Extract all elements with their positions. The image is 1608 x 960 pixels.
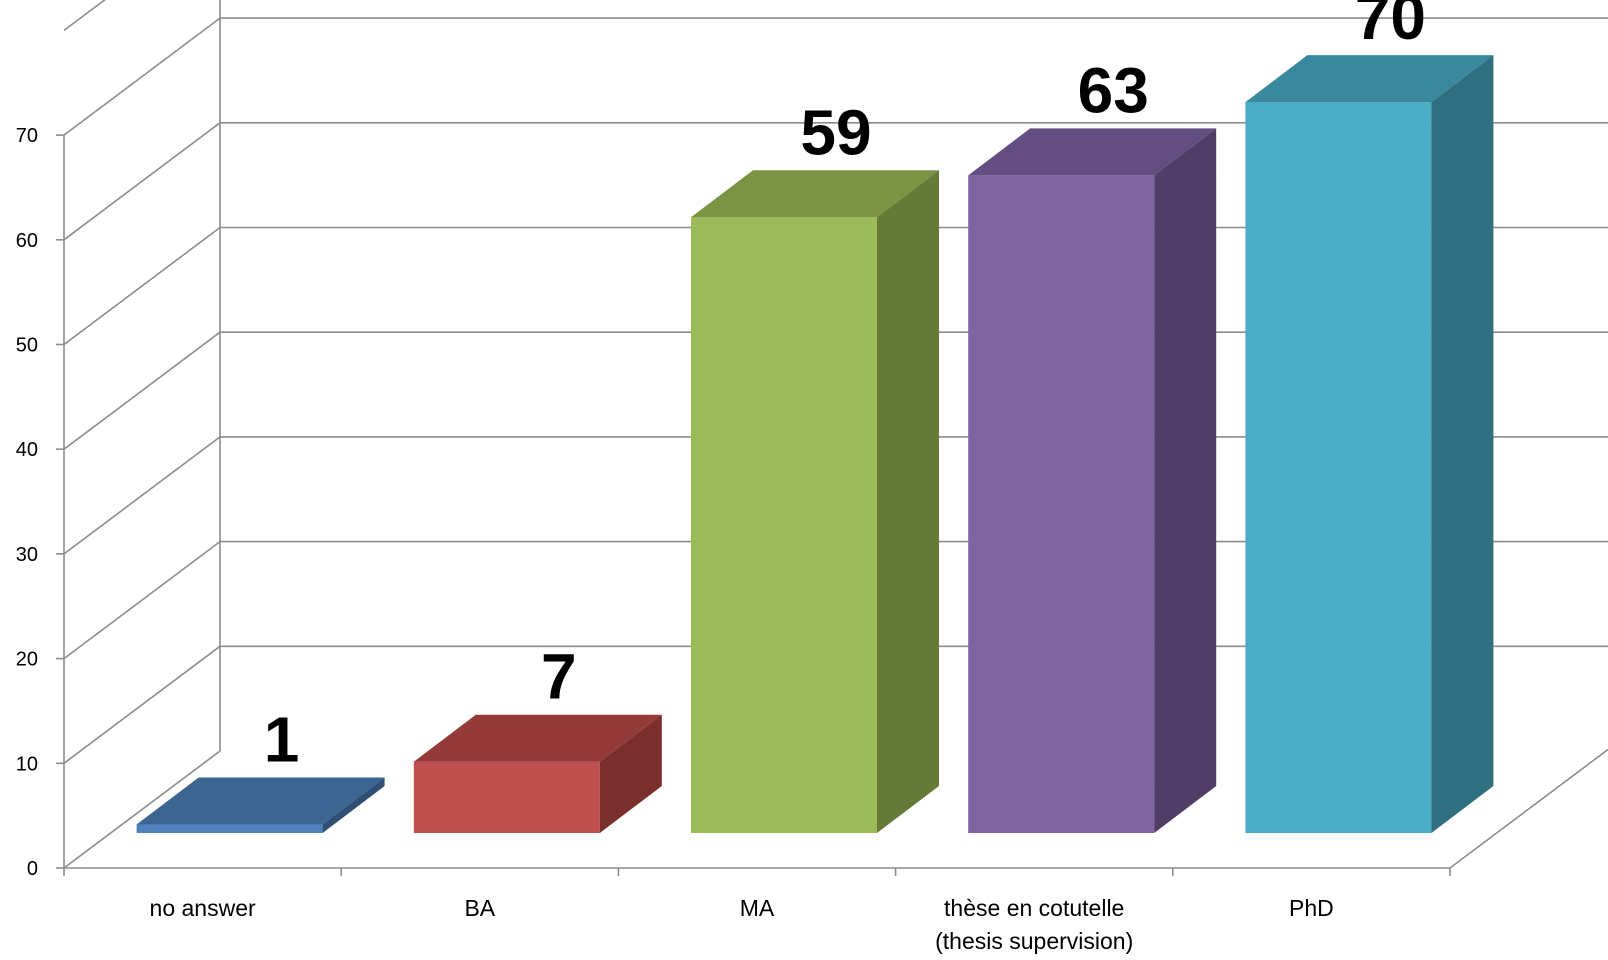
side-gridline <box>63 226 221 346</box>
labels: 0 10 20 30 40 50 60 70 1 7 59 63 70 no answer BA MA thès… <box>16 0 1426 954</box>
data-label: 63 <box>1078 54 1149 126</box>
bar-side <box>1154 128 1217 833</box>
bar-top <box>413 714 662 762</box>
bar-front <box>413 761 600 833</box>
x-category-label: no answer <box>150 895 256 921</box>
y-tick-label: 0 <box>27 858 38 880</box>
y-tick-label: 20 <box>16 649 38 671</box>
y-tick-label: 60 <box>16 230 38 252</box>
bar <box>968 128 1217 833</box>
bar-side <box>322 777 385 833</box>
side-gridline <box>63 645 221 764</box>
data-label: 59 <box>800 96 871 168</box>
y-tick-label: 40 <box>16 439 38 461</box>
data-label: 70 <box>1355 0 1426 53</box>
bar-side <box>1431 55 1494 834</box>
x-category-label: PhD <box>1289 895 1334 921</box>
bar-side <box>877 170 939 833</box>
bar-front <box>691 217 877 833</box>
y-tick-label: 70 <box>16 125 38 147</box>
bar-front <box>968 175 1155 833</box>
bar-top <box>1245 55 1494 103</box>
side-gridline <box>63 750 221 869</box>
bar-side <box>599 714 662 833</box>
data-label: 7 <box>541 641 577 713</box>
side-gridline <box>63 540 221 660</box>
bar <box>413 714 662 833</box>
side-gridline <box>63 331 221 450</box>
data-label: 1 <box>264 704 300 776</box>
bar-top <box>968 128 1217 176</box>
side-gridline <box>63 0 106 32</box>
y-tick-label: 30 <box>16 544 38 566</box>
x-category-label: (thesis supervision) <box>935 928 1133 954</box>
side-gridline <box>63 436 221 555</box>
bar <box>1245 55 1494 834</box>
bar-top <box>136 777 385 825</box>
y-tick-label: 10 <box>16 753 38 775</box>
axes <box>56 134 1608 876</box>
side-gridline <box>63 17 221 136</box>
x-category-label: thèse en cotutelle <box>944 895 1124 921</box>
bars <box>136 55 1494 834</box>
bar-front <box>136 824 323 833</box>
side-gridline <box>63 122 221 241</box>
bar-front <box>1245 102 1432 834</box>
bar <box>136 777 385 833</box>
x-category-label: BA <box>464 895 495 921</box>
x-category-label: MA <box>740 895 775 921</box>
bar <box>691 170 939 833</box>
y-tick-label: 50 <box>16 335 38 357</box>
bar-top <box>691 170 939 218</box>
